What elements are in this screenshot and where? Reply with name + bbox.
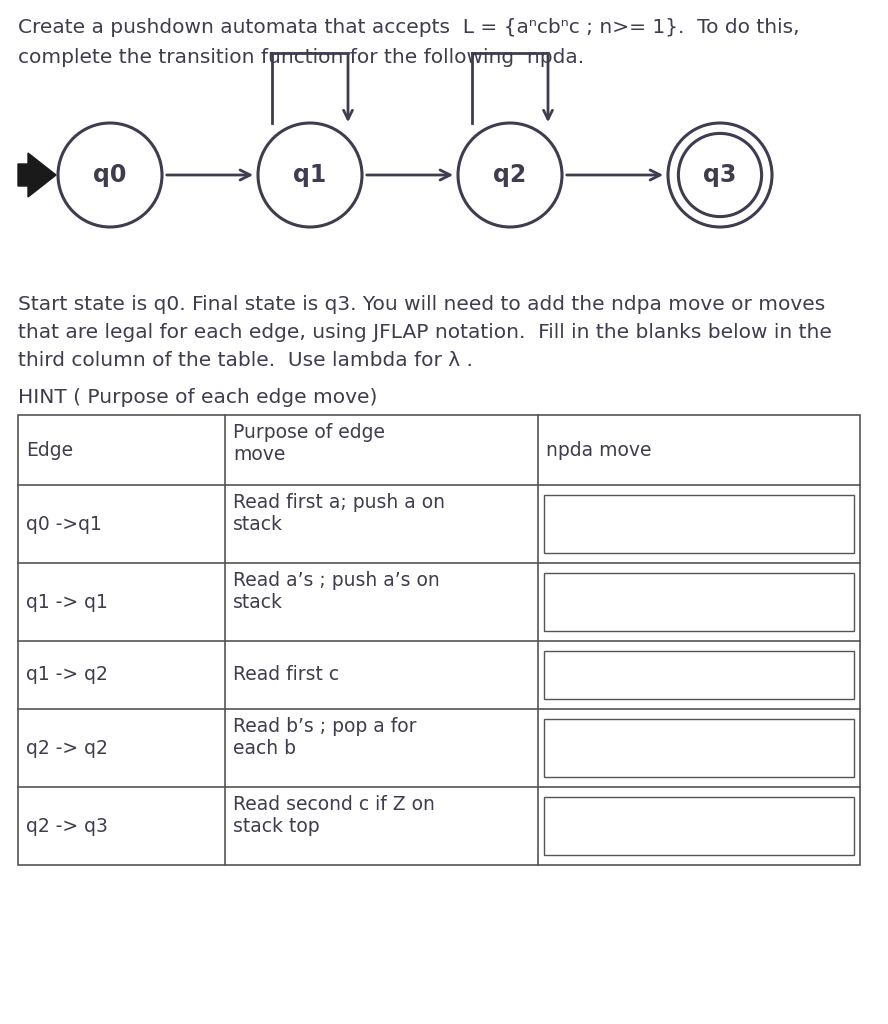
Text: third column of the table.  Use lambda for λ .: third column of the table. Use lambda fo… bbox=[18, 351, 473, 370]
Text: q0: q0 bbox=[93, 163, 127, 187]
Text: stack top: stack top bbox=[233, 817, 320, 836]
Circle shape bbox=[668, 123, 772, 227]
Text: q0 ->q1: q0 ->q1 bbox=[26, 514, 102, 534]
Text: stack: stack bbox=[233, 515, 283, 534]
Text: move: move bbox=[233, 445, 285, 464]
Text: complete the transition function for the following  npda.: complete the transition function for the… bbox=[18, 48, 584, 67]
Text: q3: q3 bbox=[703, 163, 737, 187]
Bar bbox=[544, 495, 854, 553]
Text: stack: stack bbox=[233, 593, 283, 612]
Bar bbox=[544, 797, 854, 855]
Circle shape bbox=[258, 123, 362, 227]
Text: that are legal for each edge, using JFLAP notation.  Fill in the blanks below in: that are legal for each edge, using JFLA… bbox=[18, 323, 832, 342]
Text: Edge: Edge bbox=[26, 440, 73, 460]
Text: q2: q2 bbox=[494, 163, 527, 187]
Text: Read second c if Z on: Read second c if Z on bbox=[233, 795, 435, 814]
Bar bbox=[544, 719, 854, 777]
Text: q1: q1 bbox=[293, 163, 327, 187]
Text: q2 -> q3: q2 -> q3 bbox=[26, 816, 107, 836]
Text: Purpose of edge: Purpose of edge bbox=[233, 423, 385, 442]
FancyArrow shape bbox=[18, 153, 56, 197]
Text: npda move: npda move bbox=[546, 440, 652, 460]
Text: Create a pushdown automata that accepts  L = {aⁿcbⁿc ; n>= 1}.  To do this,: Create a pushdown automata that accepts … bbox=[18, 18, 799, 37]
Text: Read first a; push a on: Read first a; push a on bbox=[233, 493, 445, 512]
Text: Read a’s ; push a’s on: Read a’s ; push a’s on bbox=[233, 571, 440, 590]
Bar bbox=[544, 573, 854, 631]
Text: Read b’s ; pop a for: Read b’s ; pop a for bbox=[233, 717, 416, 736]
Text: Read first c: Read first c bbox=[233, 666, 339, 684]
Text: q1 -> q1: q1 -> q1 bbox=[26, 593, 107, 611]
Text: q2 -> q2: q2 -> q2 bbox=[26, 738, 107, 758]
Text: q1 -> q2: q1 -> q2 bbox=[26, 666, 107, 684]
Text: Start state is q0. Final state is q3. You will need to add the ndpa move or move: Start state is q0. Final state is q3. Yo… bbox=[18, 295, 825, 314]
Circle shape bbox=[458, 123, 562, 227]
Bar bbox=[18, 415, 860, 865]
Circle shape bbox=[58, 123, 162, 227]
Bar bbox=[544, 651, 854, 699]
Text: HINT ( Purpose of each edge move): HINT ( Purpose of each edge move) bbox=[18, 388, 377, 407]
Text: each b: each b bbox=[233, 739, 296, 758]
